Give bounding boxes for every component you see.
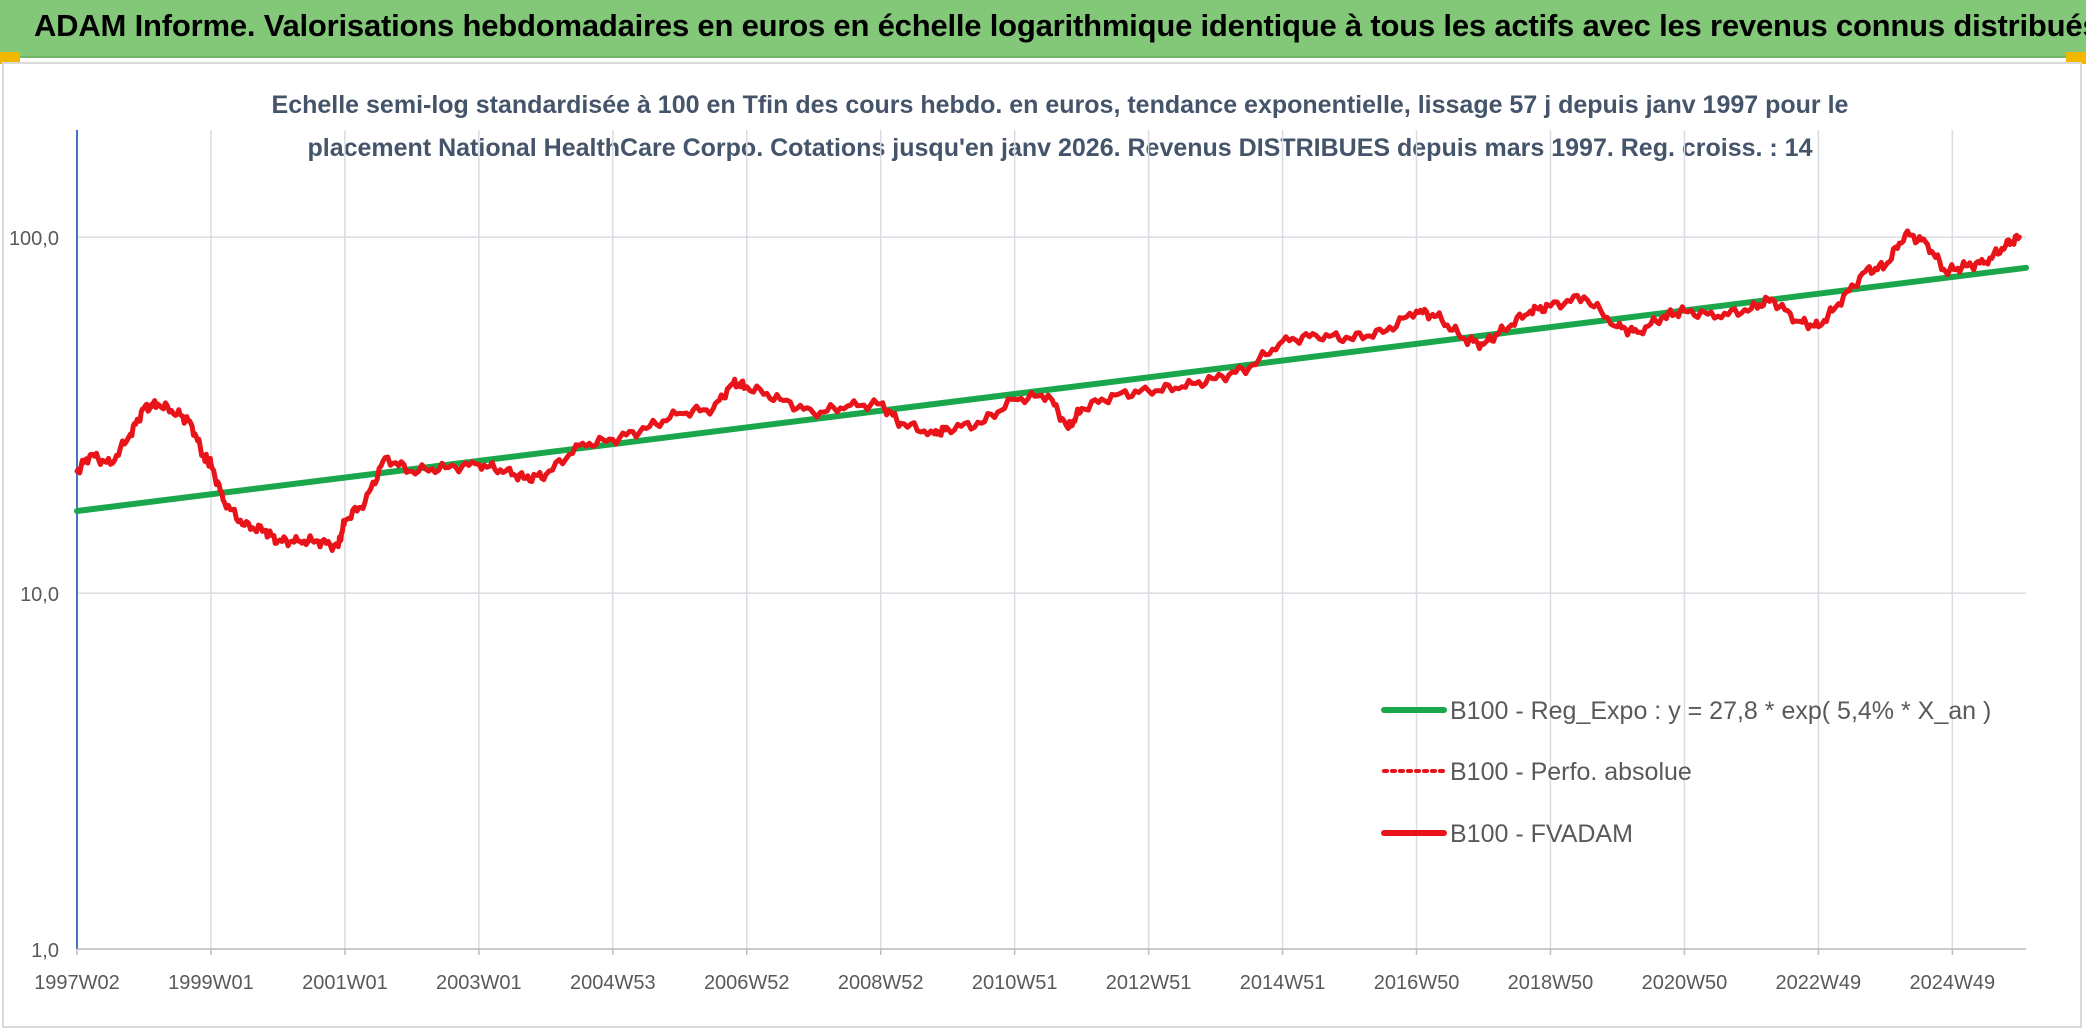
x-tick-label: 2024W49 — [1910, 972, 1996, 994]
series-reg-expo-line — [74, 264, 2029, 514]
tick-labels: 1,0 10,0 100,0 1997W02 1999W01 2001W01 2003W01… — [9, 228, 1995, 994]
legend: B100 - Reg_Expo : y = 27,8 * exp( 5,4% *… — [1381, 697, 1991, 848]
legend-label: B100 - FVADAM — [1450, 820, 1633, 848]
series-lines — [74, 228, 2029, 553]
legend-label: B100 - Perfo. absolue — [1450, 758, 1692, 786]
x-tick-label: 2018W50 — [1508, 972, 1594, 994]
series-fvadam-line — [74, 228, 2022, 553]
grid-lines — [76, 130, 2026, 950]
chart-frame — [2, 62, 2082, 1028]
title-banner: ADAM Informe. Valorisations hebdomadaire… — [0, 0, 2086, 58]
x-tick-label: 2014W51 — [1240, 972, 1326, 994]
x-tick-label: 2012W51 — [1106, 972, 1192, 994]
x-tick-label: 2004W53 — [570, 972, 656, 994]
corner-marker-right — [2066, 52, 2086, 64]
chart-title-line-2: placement National HealthCare Corpo. Cot… — [307, 134, 1813, 162]
x-tick-label: 2001W01 — [302, 972, 388, 994]
x-tick-label: 2016W50 — [1374, 972, 1460, 994]
y-tick-label: 1,0 — [31, 940, 59, 962]
axes — [76, 130, 2026, 955]
corner-marker-left — [0, 52, 20, 64]
x-tick-label: 2022W49 — [1776, 972, 1862, 994]
legend-label: B100 - Reg_Expo : y = 27,8 * exp( 5,4% *… — [1450, 697, 1991, 725]
x-tick-label: 2008W52 — [838, 972, 924, 994]
x-tick-label: 1997W02 — [34, 972, 120, 994]
x-tick-label: 1999W01 — [168, 972, 254, 994]
x-tick-label: 2010W51 — [972, 972, 1058, 994]
x-tick-label: 2020W50 — [1642, 972, 1728, 994]
x-tick-label: 2003W01 — [436, 972, 522, 994]
chart-title-line-1: Echelle semi-log standardisée à 100 en T… — [271, 91, 1849, 119]
y-tick-label: 10,0 — [20, 584, 59, 606]
report-title: ADAM Informe. Valorisations hebdomadaire… — [34, 8, 2086, 43]
x-tick-label: 2006W52 — [704, 972, 790, 994]
y-tick-label: 100,0 — [9, 228, 59, 250]
